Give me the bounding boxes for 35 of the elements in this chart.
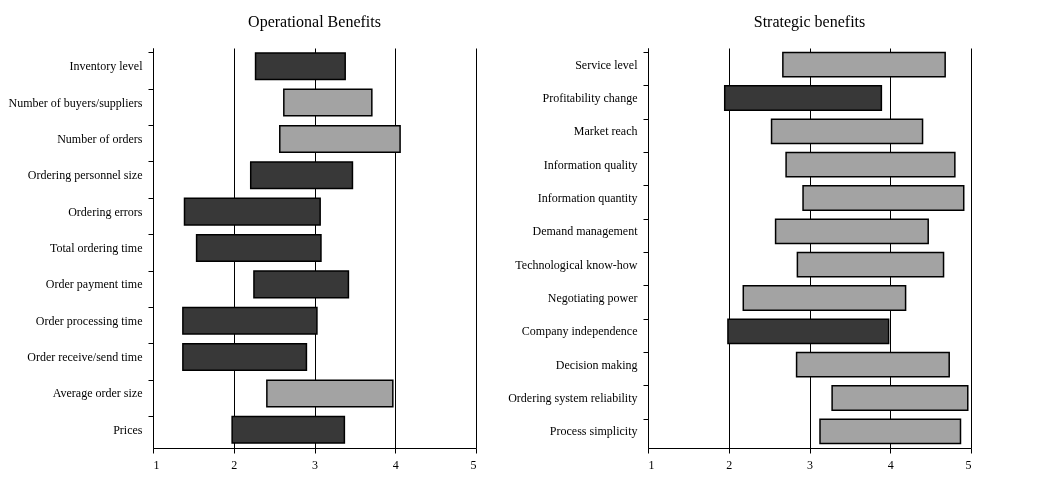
y-tick-label: Market reach — [573, 124, 638, 139]
x-tick-label: 3 — [807, 457, 813, 472]
y-tick-label: Service level — [575, 57, 639, 72]
y-tick-label: Order processing time — [35, 313, 143, 328]
y-tick-label: Prices — [113, 422, 143, 437]
x-tick-label: 3 — [312, 457, 318, 472]
y-tick-label: Negotiating power — [547, 291, 638, 305]
y-tick-label: Decision making — [555, 357, 638, 372]
y-tick-label: Average order size — [52, 386, 143, 401]
x-tick-label: 2 — [231, 457, 238, 472]
y-tick-label: Number of orders — [57, 131, 143, 146]
x-tick-label: 1 — [648, 457, 655, 472]
x-tick-label: 1 — [153, 457, 160, 472]
x-tick-label: 2 — [726, 457, 733, 472]
y-tick-label: Inventory level — [69, 59, 144, 74]
y-tick-label: Technological know-how — [515, 257, 638, 272]
y-tick-label: Number of buyers/suppliers — [8, 95, 143, 110]
y-tick-label: Company independence — [521, 324, 638, 339]
x-tick-label: 4 — [392, 457, 399, 472]
y-tick-label: Ordering system reliability — [508, 391, 638, 405]
y-tick-label: Order payment time — [45, 277, 143, 292]
y-tick-label: Profitability change — [542, 91, 638, 105]
y-tick-label: Information quantity — [537, 191, 638, 205]
y-tick-label: Demand management — [532, 224, 639, 239]
y-tick-label: Ordering personnel size — [27, 168, 143, 183]
chart-title: Operational Benefits — [248, 13, 381, 31]
chart-title: Strategic benefits — [753, 13, 866, 31]
y-tick-label: Information quality — [543, 157, 638, 172]
y-tick-label: Order receive/send time — [27, 350, 143, 365]
x-tick-label: 5 — [470, 457, 477, 472]
y-tick-label: Ordering errors — [68, 204, 143, 219]
x-tick-label: 5 — [965, 457, 972, 472]
x-tick-label: 4 — [887, 457, 894, 472]
y-tick-label: Process simplicity — [549, 424, 638, 439]
y-tick-label: Total ordering time — [50, 241, 143, 255]
